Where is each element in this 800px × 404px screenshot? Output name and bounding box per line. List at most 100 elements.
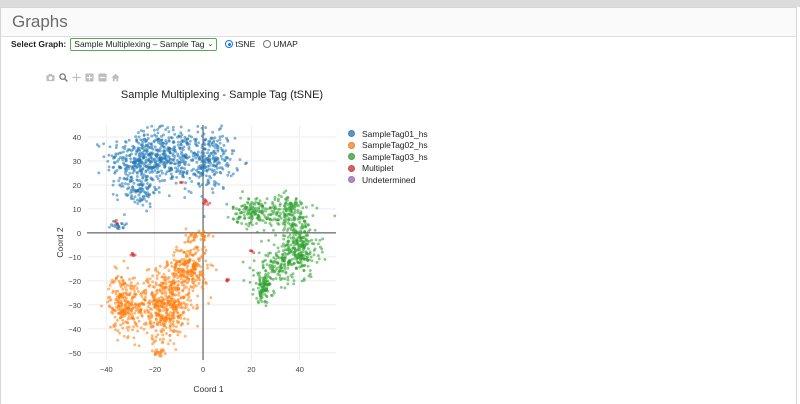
point <box>116 159 120 163</box>
graph-select[interactable]: Sample Multiplexing – Sample Tag ⌄ <box>70 37 218 51</box>
point <box>108 225 112 229</box>
point <box>283 202 287 206</box>
point <box>231 172 235 176</box>
point <box>273 217 277 221</box>
point <box>274 251 278 255</box>
y-tick-label: 0 <box>77 229 81 238</box>
point <box>164 294 168 298</box>
point <box>172 298 176 302</box>
point <box>252 259 256 263</box>
point <box>257 206 261 210</box>
scatter-points <box>95 124 337 358</box>
point <box>151 342 155 346</box>
point <box>126 266 130 270</box>
zoom-out-icon[interactable] <box>98 73 107 82</box>
legend-item[interactable]: Undetermined <box>348 174 428 186</box>
point <box>180 133 184 137</box>
point <box>171 307 175 311</box>
point <box>230 152 234 156</box>
point <box>146 133 150 137</box>
point <box>173 154 177 158</box>
point <box>156 313 160 317</box>
point <box>218 135 222 139</box>
point <box>112 323 116 327</box>
point <box>172 149 176 153</box>
point <box>191 289 195 293</box>
legend-item[interactable]: SampleTag02_hs <box>348 140 428 152</box>
point <box>148 277 152 281</box>
legend-item[interactable]: SampleTag03_hs <box>348 151 428 163</box>
point <box>250 249 254 253</box>
legend-item[interactable]: Multiplet <box>348 163 428 175</box>
point <box>301 216 305 220</box>
point <box>172 324 176 328</box>
point <box>183 187 187 191</box>
pan-icon[interactable] <box>72 73 81 82</box>
point <box>191 158 195 162</box>
point <box>290 210 294 214</box>
point <box>167 294 171 298</box>
point <box>123 303 127 307</box>
point <box>312 253 316 257</box>
radio-tsne-circle[interactable] <box>225 40 234 48</box>
point <box>270 200 274 204</box>
point <box>172 162 176 166</box>
point <box>277 193 281 197</box>
point <box>208 158 212 162</box>
point <box>194 138 198 142</box>
point <box>125 163 129 167</box>
zoom-icon[interactable] <box>59 73 68 82</box>
point <box>215 139 219 143</box>
radio-umap-circle[interactable] <box>263 40 272 48</box>
point <box>284 209 288 213</box>
point <box>135 165 139 169</box>
point <box>120 181 124 185</box>
point <box>153 160 157 164</box>
point <box>299 260 303 264</box>
point <box>190 169 194 173</box>
point <box>133 343 137 347</box>
point <box>241 204 245 208</box>
point <box>283 286 287 290</box>
camera-icon[interactable] <box>46 73 55 82</box>
point <box>300 230 304 234</box>
point <box>244 208 248 212</box>
point <box>159 323 163 327</box>
point <box>204 248 208 252</box>
point <box>184 181 188 185</box>
graph-select-value: Sample Multiplexing – Sample Tag <box>74 39 205 49</box>
point <box>270 270 274 274</box>
point <box>131 165 135 169</box>
point <box>189 149 193 153</box>
point <box>265 273 269 277</box>
point <box>141 187 145 191</box>
point <box>320 247 324 251</box>
point <box>116 227 120 231</box>
point <box>260 296 264 300</box>
point <box>118 293 122 297</box>
home-icon[interactable] <box>111 73 120 82</box>
point <box>159 281 163 285</box>
point <box>150 349 154 353</box>
point <box>202 151 206 155</box>
point <box>199 237 203 241</box>
point <box>152 191 156 195</box>
radio-umap[interactable]: UMAP <box>263 39 298 49</box>
legend-item[interactable]: SampleTag01_hs <box>348 128 428 140</box>
point <box>208 201 212 205</box>
point <box>154 153 158 157</box>
zoom-in-icon[interactable] <box>85 73 94 82</box>
radio-tsne[interactable]: tSNE <box>225 39 255 49</box>
point <box>144 155 148 159</box>
point <box>113 308 117 312</box>
point <box>207 154 211 158</box>
point <box>163 266 167 270</box>
point <box>242 210 246 214</box>
point <box>167 269 171 273</box>
point <box>214 164 218 168</box>
point <box>211 234 215 238</box>
point <box>161 133 165 137</box>
point <box>153 133 157 137</box>
point <box>204 174 208 178</box>
